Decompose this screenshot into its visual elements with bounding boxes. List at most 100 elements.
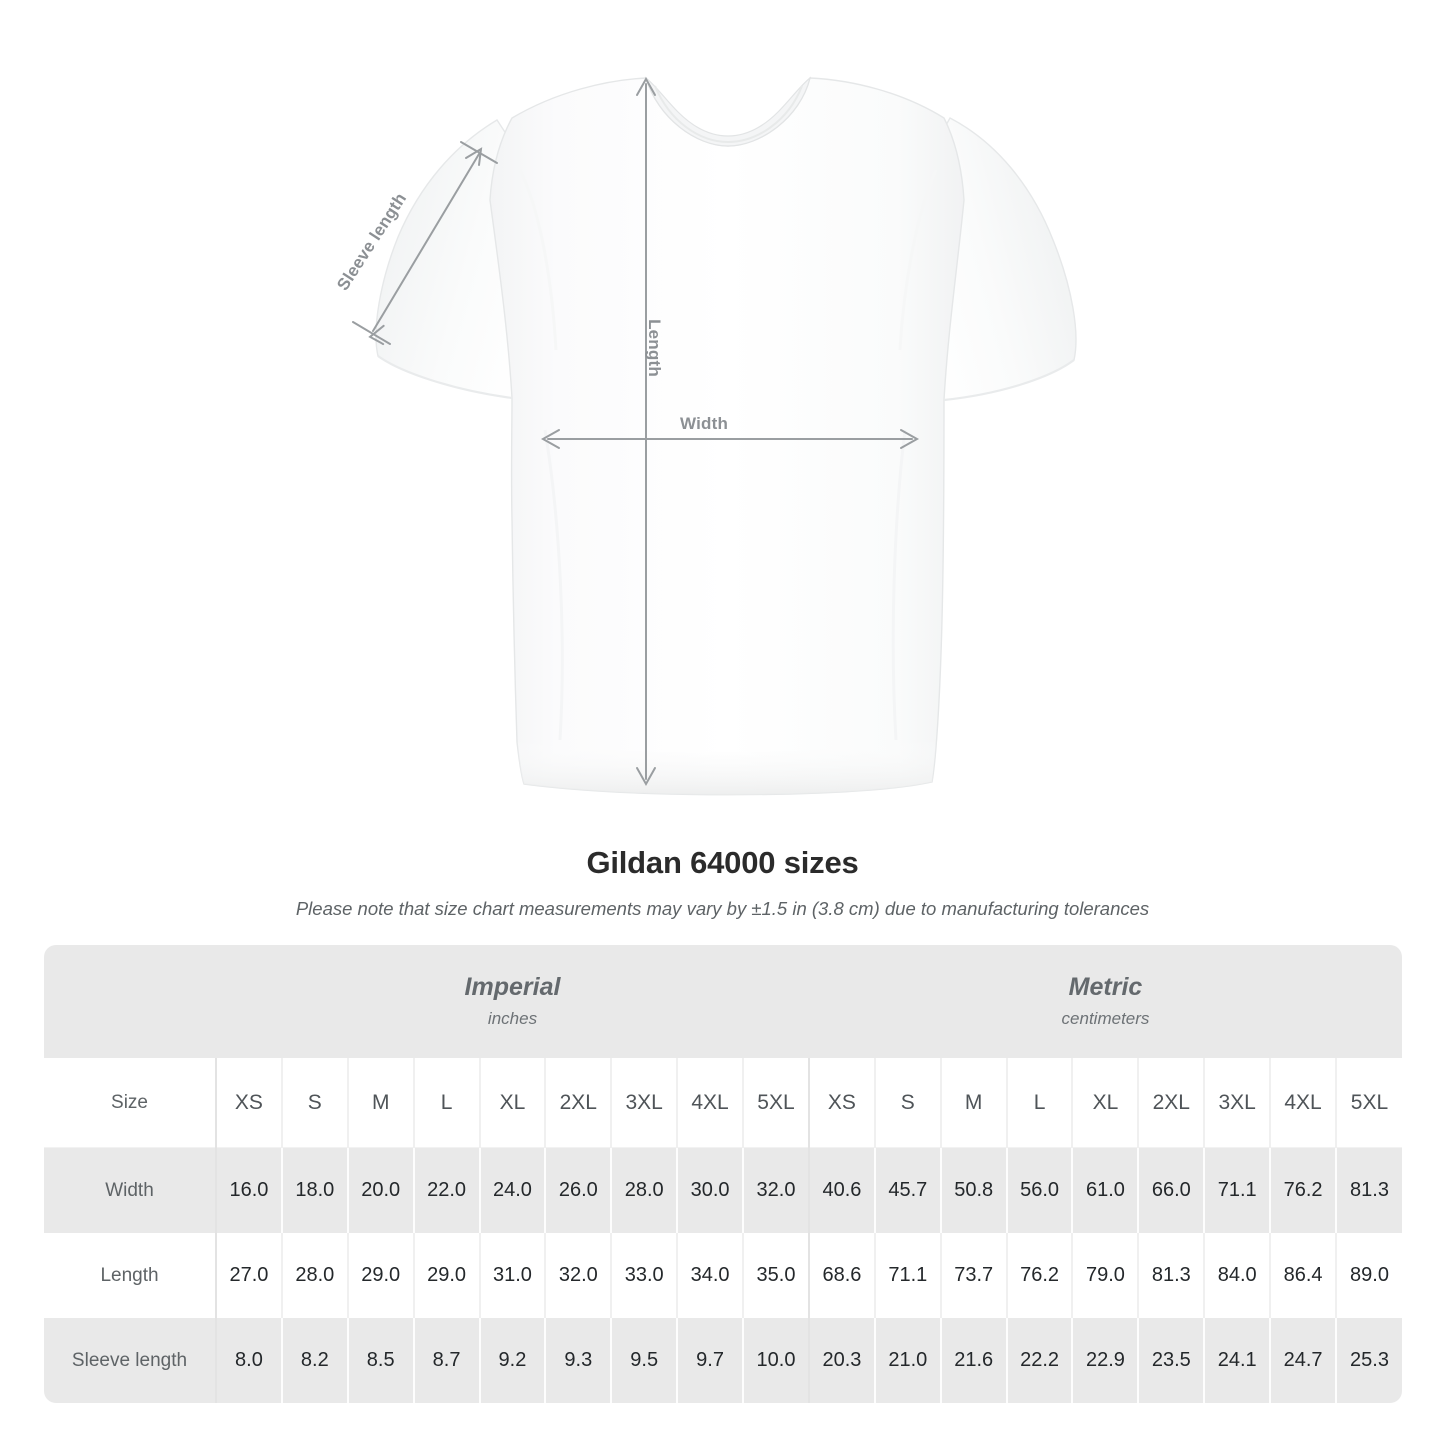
size-header-metric-xl: XL [1071,1058,1139,1148]
cell-width-metric-xl: 61.0 [1071,1147,1139,1233]
measurement-system-header-row: Imperial inches Metric centimeters [44,945,1402,1058]
cell-length-imperial-s: 28.0 [280,1233,348,1318]
tshirt-illustration [352,76,1077,796]
row-label-length: Length [44,1233,216,1318]
size-header-imperial-3xl: 3XL [610,1058,678,1148]
chart-heading: Gildan 64000 sizes Please note that size… [0,845,1445,920]
length-dimension-label: Length [644,319,664,377]
system-unit-imperial: inches [487,1008,538,1028]
cell-width-metric-m: 50.8 [939,1147,1007,1233]
cell-sleeve-metric-s: 21.0 [873,1318,941,1403]
cell-sleeve-metric-2xl: 23.5 [1137,1318,1205,1403]
tshirt-fold-shoulder-right [898,169,938,351]
cell-length-metric-l: 76.2 [1005,1233,1073,1318]
cell-width-metric-2xl: 66.0 [1137,1147,1205,1233]
system-header-imperial: Imperial inches [216,945,809,1058]
cell-width-metric-s: 45.7 [873,1147,941,1233]
cell-length-metric-4xl: 86.4 [1269,1233,1336,1318]
cell-length-imperial-5xl: 35.0 [742,1233,809,1318]
cell-width-metric-5xl: 81.3 [1334,1147,1402,1233]
size-header-imperial-xl: XL [478,1058,546,1148]
size-header-row: Size XS S M L XL 2XL 3XL 4XL 5XL XS S M … [44,1058,1402,1148]
cell-length-imperial-xl: 31.0 [478,1233,546,1318]
cell-sleeve-metric-l: 22.2 [1005,1318,1073,1403]
cell-sleeve-metric-xs: 20.3 [807,1318,875,1403]
cell-width-imperial-xl: 24.0 [478,1147,546,1233]
size-header-imperial-5xl: 5XL [742,1058,809,1148]
cell-length-metric-xs: 68.6 [807,1233,875,1318]
size-header-metric-s: S [873,1058,941,1148]
cell-sleeve-metric-5xl: 25.3 [1334,1318,1402,1403]
cell-length-metric-xl: 79.0 [1071,1233,1139,1318]
cell-width-imperial-m: 20.0 [346,1147,414,1233]
tshirt-collar-inner [654,85,803,144]
cell-sleeve-imperial-xs: 8.0 [215,1318,282,1403]
sleeve-length-dimension-line [352,141,498,346]
cell-length-imperial-xs: 27.0 [215,1233,282,1318]
size-header-metric-xs: XS [807,1058,875,1148]
cell-sleeve-metric-3xl: 24.1 [1203,1318,1271,1403]
cell-width-imperial-5xl: 32.0 [742,1147,809,1233]
cell-length-imperial-l: 29.0 [412,1233,480,1318]
size-header-imperial-m: M [346,1058,414,1148]
cell-length-metric-5xl: 89.0 [1334,1233,1402,1318]
size-header-metric-4xl: 4XL [1269,1058,1336,1148]
cell-width-imperial-s: 18.0 [280,1147,348,1233]
cell-sleeve-imperial-s: 8.2 [280,1318,348,1403]
length-dimension-line [636,76,656,787]
row-label-width: Width [44,1147,216,1233]
tshirt-right-sleeve-hem [943,359,1075,402]
size-header-label: Size [44,1058,216,1148]
cell-sleeve-imperial-4xl: 9.7 [676,1318,743,1403]
tshirt-fold-right [891,429,907,741]
system-header-spacer [44,945,216,1058]
size-header-metric-2xl: 2XL [1137,1058,1205,1148]
system-name-metric: Metric [1068,973,1143,1002]
cell-length-metric-m: 73.7 [939,1233,1007,1318]
cell-width-imperial-l: 22.0 [412,1147,480,1233]
system-unit-metric: centimeters [1061,1008,1150,1028]
table-row-length: Length 27.0 28.0 29.0 29.0 31.0 32.0 33.… [44,1233,1402,1318]
cell-sleeve-imperial-l: 8.7 [412,1318,480,1403]
size-chart-table: Imperial inches Metric centimeters Size … [44,945,1402,1403]
tolerance-note: Please note that size chart measurements… [295,898,1150,919]
size-header-metric-l: L [1005,1058,1073,1148]
size-header-imperial-4xl: 4XL [676,1058,743,1148]
size-header-metric-m: M [939,1058,1007,1148]
cell-sleeve-imperial-2xl: 9.3 [544,1318,612,1403]
width-dimension-label: Width [680,414,729,433]
table-row-sleeve-length: Sleeve length 8.0 8.2 8.5 8.7 9.2 9.3 9.… [44,1318,1402,1403]
cell-width-imperial-xs: 16.0 [215,1147,282,1233]
page-title: Gildan 64000 sizes [586,845,859,880]
size-header-metric-5xl: 5XL [1334,1058,1402,1148]
cell-length-imperial-3xl: 33.0 [610,1233,678,1318]
cell-sleeve-metric-m: 21.6 [939,1318,1007,1403]
size-header-imperial-2xl: 2XL [544,1058,612,1148]
size-header-imperial-xs: XS [215,1058,282,1148]
tshirt-fold-shoulder-left [518,169,558,351]
cell-length-metric-3xl: 84.0 [1203,1233,1271,1318]
cell-sleeve-imperial-5xl: 10.0 [742,1318,809,1403]
tshirt-left-sleeve-hem [377,355,513,400]
system-name-imperial: Imperial [464,973,561,1002]
size-header-metric-3xl: 3XL [1203,1058,1271,1148]
size-header-imperial-s: S [280,1058,348,1148]
system-header-metric: Metric centimeters [808,945,1402,1058]
cell-length-imperial-2xl: 32.0 [544,1233,612,1318]
size-header-imperial-l: L [412,1058,480,1148]
cell-sleeve-metric-4xl: 24.7 [1269,1318,1336,1403]
cell-sleeve-metric-xl: 22.9 [1071,1318,1139,1403]
tshirt-hem-shade [517,738,937,795]
table-row-width: Width 16.0 18.0 20.0 22.0 24.0 26.0 28.0… [44,1147,1402,1233]
cell-length-metric-s: 71.1 [873,1233,941,1318]
cell-width-metric-4xl: 76.2 [1269,1147,1336,1233]
cell-width-imperial-3xl: 28.0 [610,1147,678,1233]
cell-width-metric-xs: 40.6 [807,1147,875,1233]
cell-width-metric-l: 56.0 [1005,1147,1073,1233]
cell-length-metric-2xl: 81.3 [1137,1233,1205,1318]
cell-width-imperial-2xl: 26.0 [544,1147,612,1233]
cell-width-metric-3xl: 71.1 [1203,1147,1271,1233]
cell-length-imperial-4xl: 34.0 [676,1233,743,1318]
cell-sleeve-imperial-m: 8.5 [346,1318,414,1403]
tshirt-diagram: Sleeve length Length Width [333,76,1077,796]
